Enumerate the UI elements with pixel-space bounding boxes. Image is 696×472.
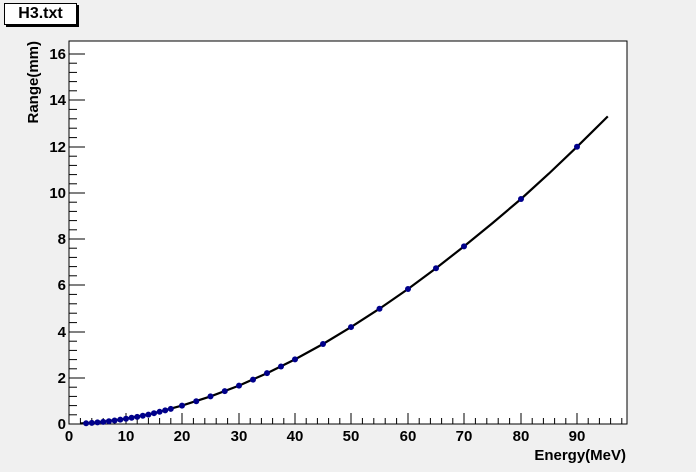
y-tick-label: 16 — [49, 46, 66, 63]
y-tick-label: 12 — [49, 139, 66, 156]
data-point — [88, 419, 95, 426]
y-tick-label: 6 — [58, 277, 66, 294]
x-tick-label: 90 — [569, 428, 586, 445]
x-tick-label: 0 — [65, 428, 73, 445]
data-point — [156, 408, 163, 415]
y-tick-label: 0 — [58, 416, 66, 433]
data-point — [250, 376, 256, 383]
x-tick-label: 40 — [287, 428, 304, 445]
data-point — [167, 405, 174, 412]
x-axis-title: Energy(MeV) — [534, 447, 626, 464]
data-point — [221, 388, 228, 395]
chart-title-box: H3.txt — [4, 3, 77, 25]
data-point — [162, 407, 169, 414]
data-point — [433, 265, 439, 272]
data-point — [348, 324, 354, 331]
data-point — [134, 413, 141, 420]
data-point — [278, 363, 284, 370]
data-point — [179, 402, 185, 409]
data-point — [292, 356, 298, 363]
data-point — [100, 418, 107, 425]
y-tick-label: 2 — [58, 370, 66, 387]
data-point — [405, 285, 411, 292]
x-tick-label: 10 — [118, 428, 135, 445]
x-tick-label: 70 — [456, 428, 473, 445]
chart-title: H3.txt — [18, 5, 63, 22]
data-point — [145, 411, 152, 418]
x-tick-label: 60 — [400, 428, 417, 445]
data-point — [94, 419, 101, 426]
data-point — [518, 195, 524, 202]
data-point — [461, 243, 467, 250]
data-point — [128, 414, 135, 421]
x-tick-label: 50 — [343, 428, 360, 445]
data-point — [376, 305, 383, 312]
data-point — [111, 417, 118, 424]
data-point — [193, 398, 200, 405]
x-tick-label: 30 — [231, 428, 248, 445]
y-tick-label: 10 — [49, 185, 66, 202]
data-point — [236, 382, 242, 389]
y-tick-label: 4 — [58, 324, 67, 341]
data-point — [151, 410, 157, 417]
data-point — [207, 393, 214, 400]
data-point — [139, 412, 146, 419]
x-tick-label: 20 — [174, 428, 191, 445]
data-point — [123, 415, 129, 422]
y-tick-label: 14 — [49, 92, 66, 109]
data-point — [574, 143, 580, 150]
y-axis-title: Range(mm) — [25, 41, 42, 124]
data-point — [105, 418, 112, 425]
data-point — [320, 340, 326, 347]
data-point — [117, 416, 124, 423]
y-tick-label: 8 — [58, 231, 66, 248]
data-point — [83, 420, 90, 427]
x-tick-label: 80 — [513, 428, 530, 445]
data-point — [264, 370, 270, 377]
plot-frame — [68, 40, 628, 425]
